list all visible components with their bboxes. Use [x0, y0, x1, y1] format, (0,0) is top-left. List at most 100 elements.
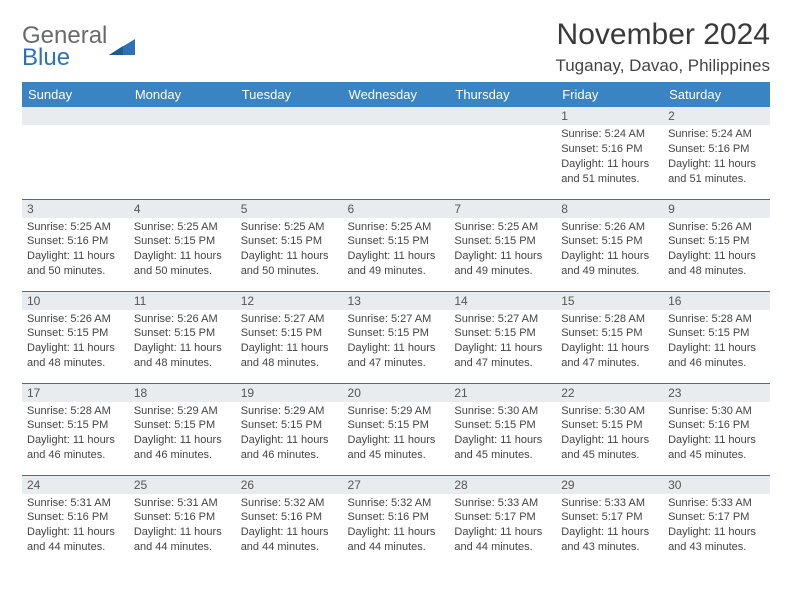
calendar-day-cell: 29Sunrise: 5:33 AMSunset: 5:17 PMDayligh…: [556, 475, 663, 567]
calendar-day-cell: 12Sunrise: 5:27 AMSunset: 5:15 PMDayligh…: [236, 291, 343, 383]
calendar-day-cell: 10Sunrise: 5:26 AMSunset: 5:15 PMDayligh…: [22, 291, 129, 383]
day-number: 14: [449, 292, 556, 310]
day-details: Sunrise: 5:28 AMSunset: 5:15 PMDaylight:…: [22, 402, 129, 467]
calendar-day-cell: 5Sunrise: 5:25 AMSunset: 5:15 PMDaylight…: [236, 199, 343, 291]
calendar-day-cell: 13Sunrise: 5:27 AMSunset: 5:15 PMDayligh…: [343, 291, 450, 383]
calendar-day-cell: 23Sunrise: 5:30 AMSunset: 5:16 PMDayligh…: [663, 383, 770, 475]
day-number: [343, 107, 450, 125]
weekday-header: Tuesday: [236, 82, 343, 107]
day-number: [129, 107, 236, 125]
calendar-week-row: 17Sunrise: 5:28 AMSunset: 5:15 PMDayligh…: [22, 383, 770, 475]
weekday-header: Saturday: [663, 82, 770, 107]
calendar-table: Sunday Monday Tuesday Wednesday Thursday…: [22, 82, 770, 567]
calendar-day-cell: 14Sunrise: 5:27 AMSunset: 5:15 PMDayligh…: [449, 291, 556, 383]
calendar-day-cell: 8Sunrise: 5:26 AMSunset: 5:15 PMDaylight…: [556, 199, 663, 291]
calendar-day-cell: 20Sunrise: 5:29 AMSunset: 5:15 PMDayligh…: [343, 383, 450, 475]
weekday-header: Thursday: [449, 82, 556, 107]
day-details: Sunrise: 5:25 AMSunset: 5:15 PMDaylight:…: [129, 218, 236, 283]
calendar-day-cell: 16Sunrise: 5:28 AMSunset: 5:15 PMDayligh…: [663, 291, 770, 383]
calendar-day-cell: 11Sunrise: 5:26 AMSunset: 5:15 PMDayligh…: [129, 291, 236, 383]
day-details: Sunrise: 5:28 AMSunset: 5:15 PMDaylight:…: [663, 310, 770, 375]
weekday-header: Friday: [556, 82, 663, 107]
day-details: Sunrise: 5:32 AMSunset: 5:16 PMDaylight:…: [236, 494, 343, 559]
weekday-header: Sunday: [22, 82, 129, 107]
location: Tuganay, Davao, Philippines: [555, 56, 770, 76]
calendar-day-cell: 25Sunrise: 5:31 AMSunset: 5:16 PMDayligh…: [129, 475, 236, 567]
day-details: [236, 125, 343, 131]
day-number: 10: [22, 292, 129, 310]
calendar-day-cell: 30Sunrise: 5:33 AMSunset: 5:17 PMDayligh…: [663, 475, 770, 567]
day-number: [22, 107, 129, 125]
logo-blue: Blue: [22, 46, 107, 70]
day-details: Sunrise: 5:24 AMSunset: 5:16 PMDaylight:…: [663, 125, 770, 190]
day-number: 21: [449, 384, 556, 402]
calendar-day-cell: 9Sunrise: 5:26 AMSunset: 5:15 PMDaylight…: [663, 199, 770, 291]
day-number: 11: [129, 292, 236, 310]
day-details: Sunrise: 5:27 AMSunset: 5:15 PMDaylight:…: [236, 310, 343, 375]
day-details: Sunrise: 5:33 AMSunset: 5:17 PMDaylight:…: [556, 494, 663, 559]
day-details: Sunrise: 5:29 AMSunset: 5:15 PMDaylight:…: [129, 402, 236, 467]
day-number: 15: [556, 292, 663, 310]
weekday-row: Sunday Monday Tuesday Wednesday Thursday…: [22, 82, 770, 107]
day-details: Sunrise: 5:25 AMSunset: 5:15 PMDaylight:…: [449, 218, 556, 283]
day-number: 26: [236, 476, 343, 494]
day-details: Sunrise: 5:25 AMSunset: 5:16 PMDaylight:…: [22, 218, 129, 283]
day-details: Sunrise: 5:29 AMSunset: 5:15 PMDaylight:…: [236, 402, 343, 467]
calendar-day-cell: [22, 107, 129, 199]
calendar-day-cell: 28Sunrise: 5:33 AMSunset: 5:17 PMDayligh…: [449, 475, 556, 567]
title-block: November 2024 Tuganay, Davao, Philippine…: [555, 18, 770, 76]
day-number: 20: [343, 384, 450, 402]
calendar-day-cell: 7Sunrise: 5:25 AMSunset: 5:15 PMDaylight…: [449, 199, 556, 291]
day-number: 8: [556, 200, 663, 218]
logo-text: General Blue: [22, 24, 107, 70]
weekday-header: Monday: [129, 82, 236, 107]
calendar-day-cell: [343, 107, 450, 199]
calendar-day-cell: 4Sunrise: 5:25 AMSunset: 5:15 PMDaylight…: [129, 199, 236, 291]
day-number: 6: [343, 200, 450, 218]
calendar-week-row: 3Sunrise: 5:25 AMSunset: 5:16 PMDaylight…: [22, 199, 770, 291]
logo: General Blue: [22, 18, 135, 70]
day-number: 13: [343, 292, 450, 310]
day-details: [449, 125, 556, 131]
day-number: 28: [449, 476, 556, 494]
calendar-day-cell: 24Sunrise: 5:31 AMSunset: 5:16 PMDayligh…: [22, 475, 129, 567]
calendar-day-cell: 27Sunrise: 5:32 AMSunset: 5:16 PMDayligh…: [343, 475, 450, 567]
day-number: 18: [129, 384, 236, 402]
day-number: 12: [236, 292, 343, 310]
day-number: 2: [663, 107, 770, 125]
day-number: [236, 107, 343, 125]
day-details: Sunrise: 5:31 AMSunset: 5:16 PMDaylight:…: [22, 494, 129, 559]
calendar-day-cell: 19Sunrise: 5:29 AMSunset: 5:15 PMDayligh…: [236, 383, 343, 475]
day-number: 3: [22, 200, 129, 218]
day-details: Sunrise: 5:33 AMSunset: 5:17 PMDaylight:…: [663, 494, 770, 559]
day-details: Sunrise: 5:33 AMSunset: 5:17 PMDaylight:…: [449, 494, 556, 559]
day-details: Sunrise: 5:32 AMSunset: 5:16 PMDaylight:…: [343, 494, 450, 559]
day-details: Sunrise: 5:24 AMSunset: 5:16 PMDaylight:…: [556, 125, 663, 190]
day-number: 23: [663, 384, 770, 402]
calendar-day-cell: 26Sunrise: 5:32 AMSunset: 5:16 PMDayligh…: [236, 475, 343, 567]
day-number: 25: [129, 476, 236, 494]
day-details: Sunrise: 5:30 AMSunset: 5:16 PMDaylight:…: [663, 402, 770, 467]
day-number: 16: [663, 292, 770, 310]
day-number: [449, 107, 556, 125]
calendar-day-cell: 22Sunrise: 5:30 AMSunset: 5:15 PMDayligh…: [556, 383, 663, 475]
day-number: 4: [129, 200, 236, 218]
day-number: 30: [663, 476, 770, 494]
day-number: 17: [22, 384, 129, 402]
day-details: Sunrise: 5:26 AMSunset: 5:15 PMDaylight:…: [663, 218, 770, 283]
day-number: 1: [556, 107, 663, 125]
day-number: 29: [556, 476, 663, 494]
calendar-week-row: 10Sunrise: 5:26 AMSunset: 5:15 PMDayligh…: [22, 291, 770, 383]
calendar-day-cell: 17Sunrise: 5:28 AMSunset: 5:15 PMDayligh…: [22, 383, 129, 475]
calendar-day-cell: 1Sunrise: 5:24 AMSunset: 5:16 PMDaylight…: [556, 107, 663, 199]
header: General Blue November 2024 Tuganay, Dava…: [22, 18, 770, 76]
calendar-day-cell: 21Sunrise: 5:30 AMSunset: 5:15 PMDayligh…: [449, 383, 556, 475]
weekday-header: Wednesday: [343, 82, 450, 107]
calendar-day-cell: 3Sunrise: 5:25 AMSunset: 5:16 PMDaylight…: [22, 199, 129, 291]
calendar-day-cell: 18Sunrise: 5:29 AMSunset: 5:15 PMDayligh…: [129, 383, 236, 475]
day-details: Sunrise: 5:30 AMSunset: 5:15 PMDaylight:…: [449, 402, 556, 467]
day-details: Sunrise: 5:27 AMSunset: 5:15 PMDaylight:…: [449, 310, 556, 375]
day-details: Sunrise: 5:28 AMSunset: 5:15 PMDaylight:…: [556, 310, 663, 375]
calendar-day-cell: [449, 107, 556, 199]
day-details: Sunrise: 5:30 AMSunset: 5:15 PMDaylight:…: [556, 402, 663, 467]
